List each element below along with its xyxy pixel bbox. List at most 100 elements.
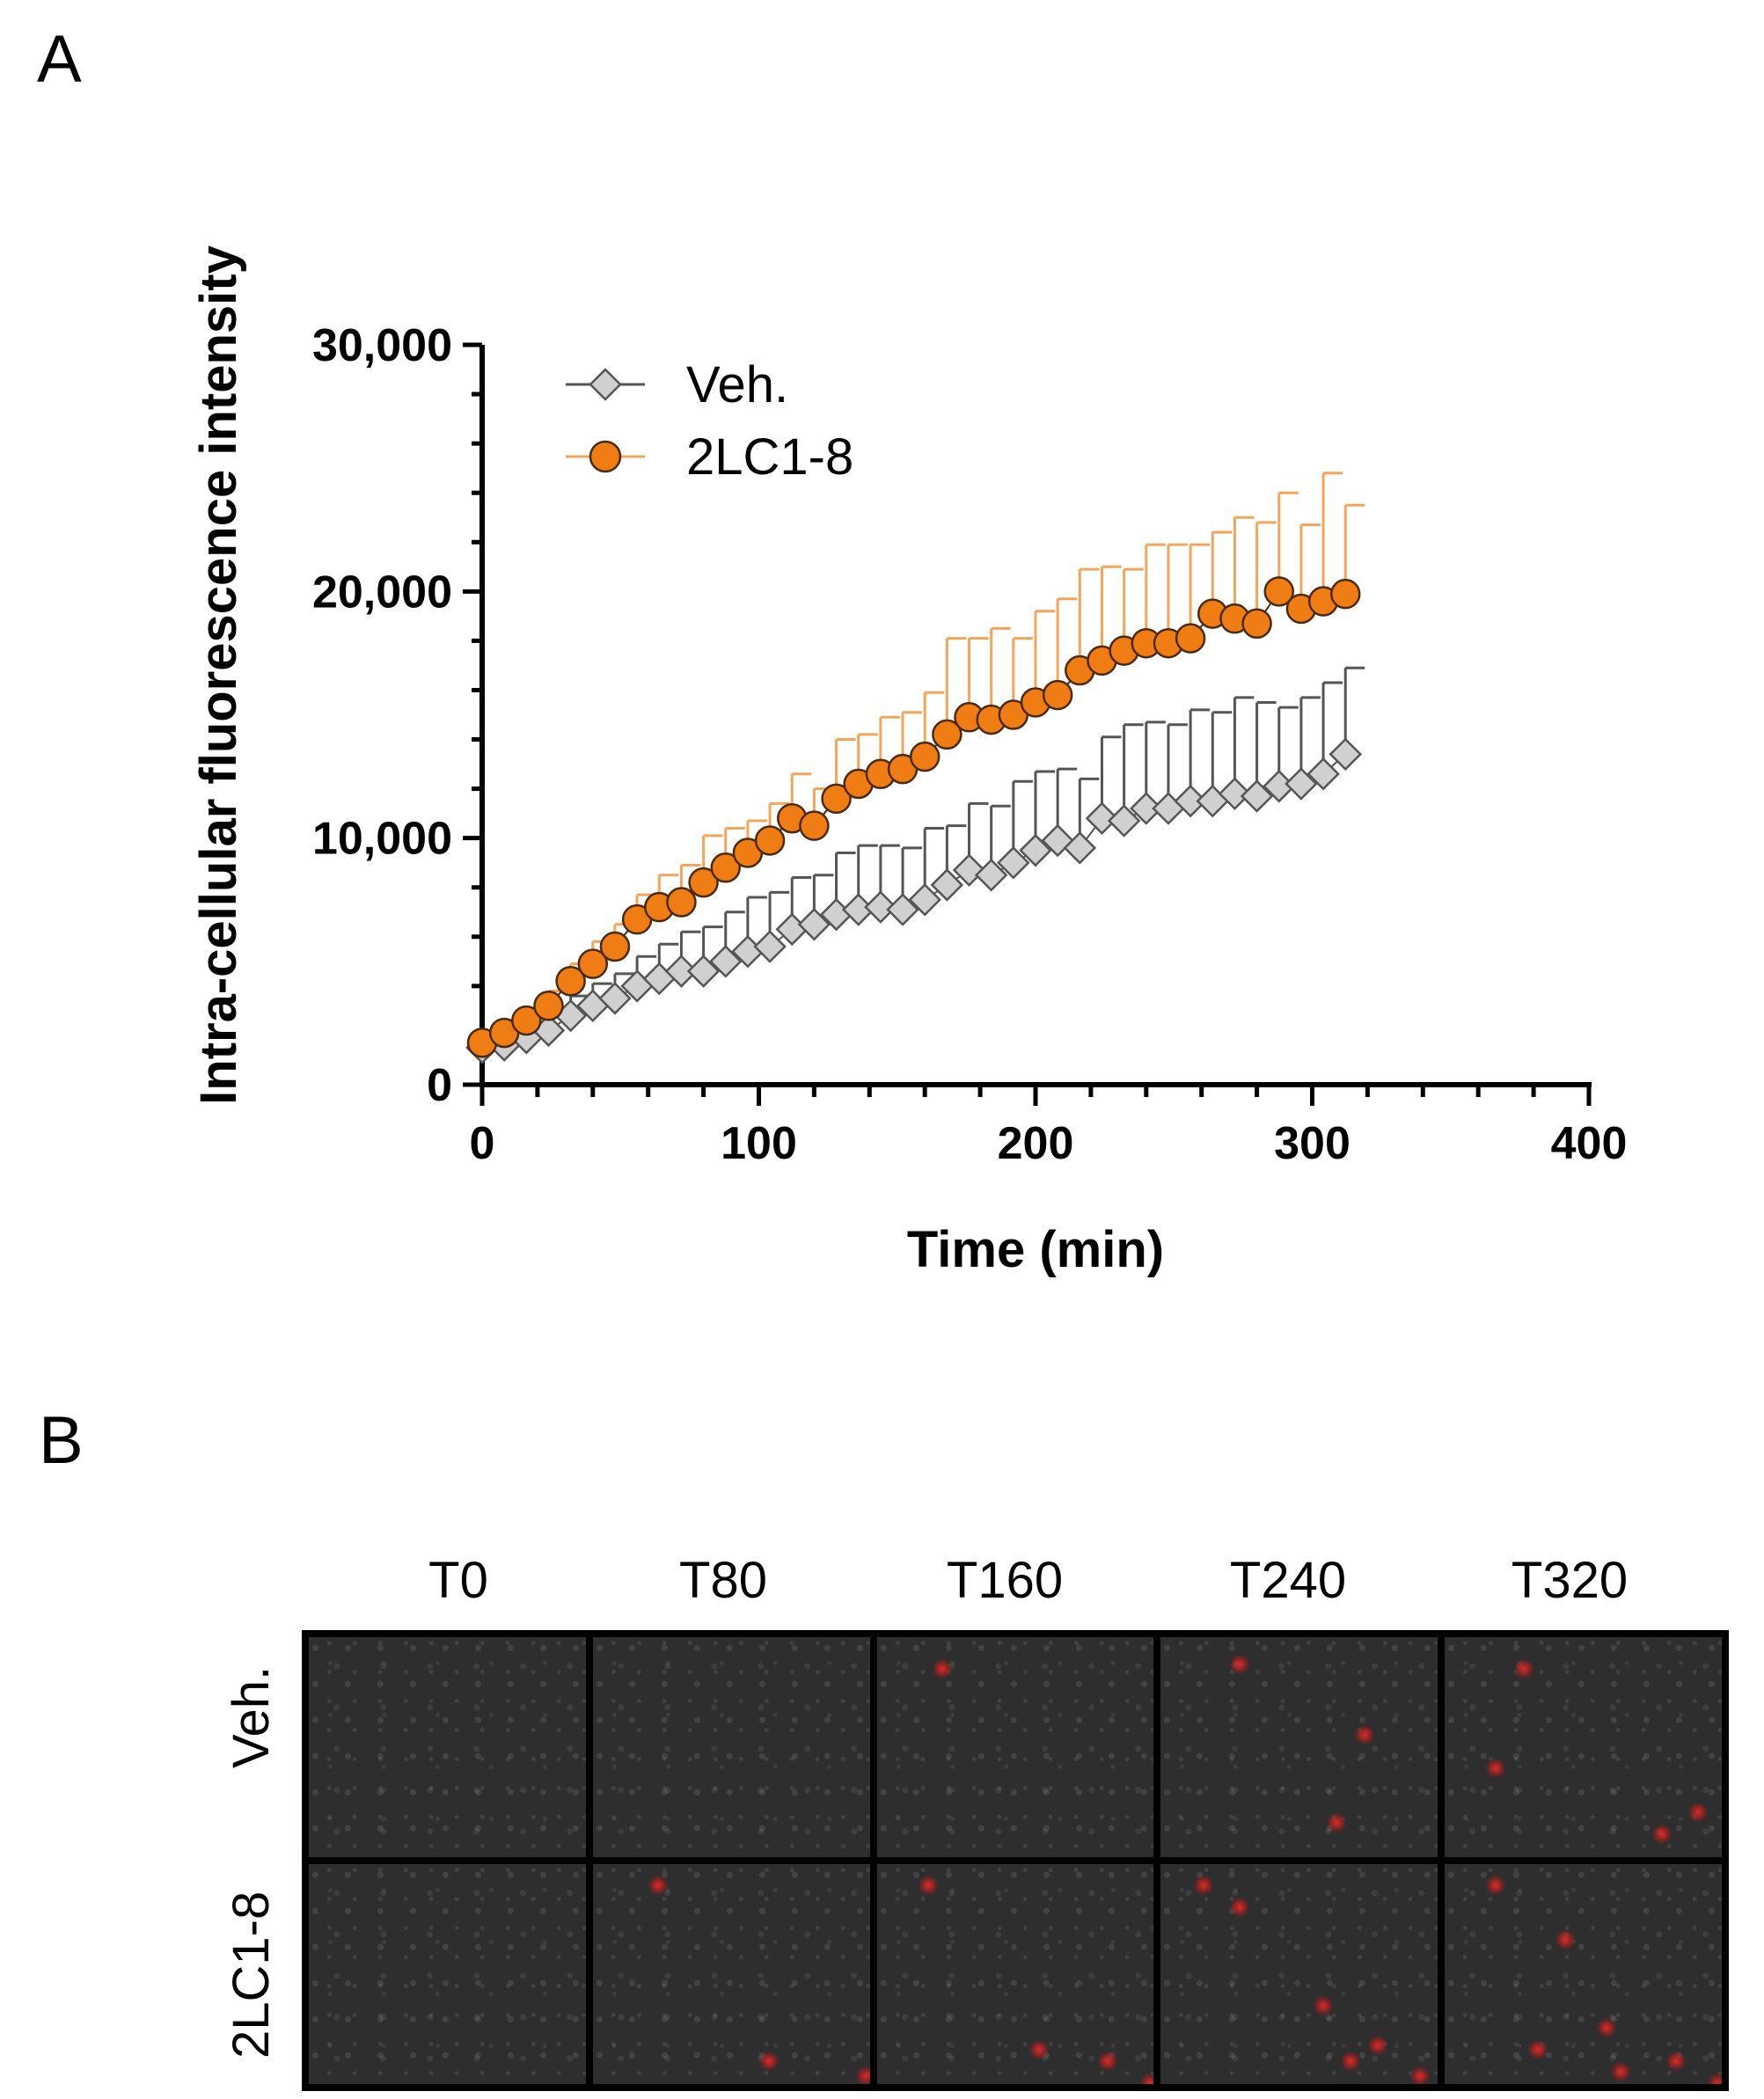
data-point — [533, 991, 564, 1021]
fluorescent-spot — [1194, 1875, 1214, 1895]
fluorescent-spot — [1230, 1897, 1250, 1917]
data-point — [1329, 578, 1361, 610]
microscopy-cell — [309, 1637, 586, 1857]
fluorescent-spot — [1555, 1930, 1576, 1949]
data-point — [555, 966, 586, 997]
microscopy-cell — [876, 1864, 1154, 2084]
x-tick-label: 200 — [998, 1118, 1074, 1169]
microscopy-cell — [1160, 1637, 1438, 1857]
fluorescent-spot — [1409, 2066, 1430, 2084]
time-label: T0 — [428, 1552, 488, 1609]
fluorescent-spot — [1688, 1802, 1709, 1822]
chart-legend: Veh. 2LC1-8 — [566, 356, 853, 486]
data-point — [821, 783, 852, 815]
data-point — [1175, 623, 1206, 654]
data-point — [1285, 767, 1318, 801]
data-point — [952, 853, 986, 887]
data-point — [664, 954, 699, 988]
y-tick-label: 10,000 — [312, 814, 452, 865]
microscopy-cell — [1160, 1864, 1438, 2084]
data-point — [1218, 777, 1252, 810]
fluorescent-spot — [1611, 2062, 1631, 2081]
row-label: Veh. — [223, 1665, 280, 1768]
data-point — [1240, 779, 1274, 813]
data-point — [1019, 833, 1052, 867]
data-point — [598, 982, 632, 1015]
data-point — [511, 1005, 542, 1036]
data-point — [775, 912, 809, 947]
data-point — [708, 945, 743, 978]
fluorescent-spot — [1368, 2036, 1388, 2055]
legend-marker-diamond — [589, 368, 622, 401]
time-label: T80 — [679, 1552, 767, 1609]
data-point — [688, 867, 719, 898]
series-2lc1-8 — [466, 472, 1365, 1058]
data-point — [1174, 784, 1207, 818]
fluorescent-spot — [1708, 2073, 1722, 2084]
microscopy-cell — [1445, 1864, 1722, 2084]
microscopy-cell — [592, 1864, 870, 2084]
data-point — [1328, 737, 1363, 772]
y-tick-label: 20,000 — [312, 567, 452, 618]
data-point — [754, 825, 786, 856]
x-tick-label: 0 — [470, 1118, 495, 1169]
fluorescence-chart: 0 10,000 20,000 30,000 0 100 200 300 400 Time (mi… — [190, 245, 1627, 1278]
fluorescent-spot — [1139, 2073, 1154, 2084]
fluorescent-spot — [1486, 1875, 1506, 1895]
time-label: T320 — [1511, 1552, 1629, 1609]
chart-axes: 0 10,000 20,000 30,000 0 100 200 300 400 Time (mi… — [190, 245, 1627, 1278]
microscopy-cell — [1445, 1637, 1722, 1857]
data-point — [753, 930, 787, 963]
fluorescent-spot — [1327, 1813, 1347, 1832]
legend-marker-circle — [589, 440, 622, 473]
fluorescent-spot — [918, 1875, 938, 1895]
data-point — [686, 954, 721, 988]
fluorescent-spot — [648, 1875, 668, 1895]
fluorescent-spot — [1513, 1659, 1533, 1678]
data-point — [1107, 804, 1141, 837]
data-point — [797, 908, 831, 941]
data-point — [1063, 831, 1097, 865]
fluorescent-spot — [1486, 1758, 1506, 1778]
fluorescent-spot — [1666, 2051, 1687, 2071]
fluorescent-spot — [1527, 2040, 1548, 2059]
x-axis-title: Time (min) — [907, 1221, 1164, 1278]
time-label: T240 — [1229, 1552, 1347, 1609]
microscopy-grid — [302, 1630, 1729, 2091]
x-tick-label: 400 — [1551, 1118, 1628, 1169]
data-point — [909, 741, 941, 772]
data-point — [1085, 801, 1119, 836]
microscopy-cell — [876, 1637, 1154, 1857]
y-tick-label: 0 — [427, 1060, 452, 1111]
data-point — [599, 931, 631, 962]
data-point — [1130, 792, 1163, 825]
fluorescent-spot — [1028, 2040, 1049, 2059]
fluorescent-spot — [1098, 2051, 1118, 2071]
fluorescent-spot — [855, 2066, 870, 2084]
data-point — [908, 882, 941, 917]
fluorescent-spot — [758, 2051, 779, 2071]
data-point — [1241, 608, 1272, 640]
data-point — [1042, 679, 1073, 711]
data-point — [974, 858, 1008, 892]
fluorescent-spot — [932, 1659, 952, 1678]
data-point — [1307, 757, 1340, 791]
fluorescent-spot — [1354, 1725, 1374, 1744]
time-label: T160 — [946, 1552, 1064, 1609]
x-tick-label: 100 — [721, 1118, 797, 1169]
y-tick-label: 30,000 — [312, 320, 452, 371]
fluorescent-spot — [1341, 2051, 1360, 2071]
data-point — [1263, 576, 1295, 607]
data-point — [864, 890, 897, 924]
row-label: 2LC1-8 — [223, 1891, 280, 2059]
y-axis-title: Intra-cellular fluorescence intensity — [190, 245, 247, 1105]
data-point — [710, 852, 742, 883]
microscopy-cell — [309, 1864, 586, 2084]
panel-b-label: B — [39, 1403, 84, 1478]
data-point — [886, 893, 919, 926]
data-point — [930, 868, 964, 902]
data-point — [997, 845, 1030, 880]
legend-label: 2LC1-8 — [686, 428, 853, 486]
fluorescent-spot — [1597, 2018, 1617, 2037]
data-point — [577, 948, 609, 979]
